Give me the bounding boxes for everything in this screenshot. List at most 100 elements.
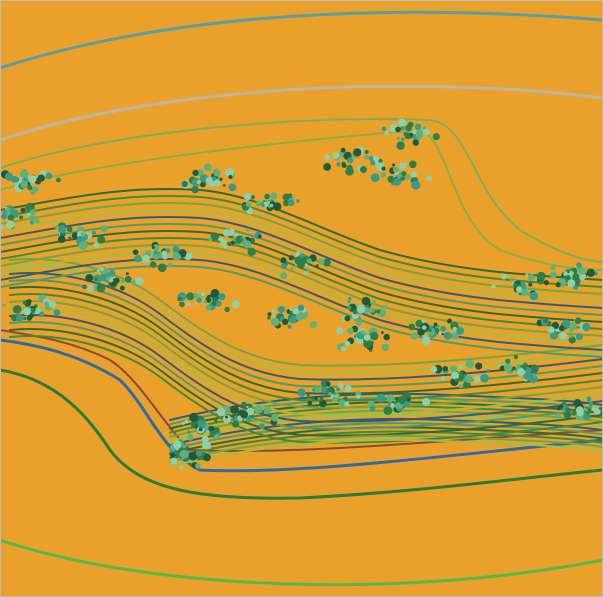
cluster: [132, 241, 193, 273]
blob: [364, 297, 370, 304]
blob: [220, 239, 227, 247]
contour: [0, 209, 603, 302]
blob: [310, 321, 318, 329]
blob: [526, 292, 531, 296]
cluster: [336, 325, 390, 352]
blob: [573, 284, 579, 290]
blob: [87, 285, 94, 292]
blob: [30, 189, 36, 195]
blob: [304, 263, 308, 267]
blob: [222, 414, 232, 424]
blob: [323, 163, 331, 171]
blob: [245, 201, 252, 208]
blob: [243, 240, 252, 249]
blob: [562, 319, 571, 328]
cluster: [1, 169, 61, 195]
cluster: [536, 317, 591, 344]
blob: [454, 378, 459, 383]
blob: [230, 405, 239, 415]
blob: [247, 247, 256, 256]
blob: [338, 399, 347, 408]
blob: [261, 203, 265, 208]
blob: [196, 180, 201, 185]
blob: [516, 286, 523, 293]
blob: [210, 289, 220, 298]
blob: [197, 419, 206, 429]
blob: [318, 258, 325, 265]
blob: [54, 225, 60, 230]
blob: [272, 313, 276, 317]
blob: [187, 434, 194, 441]
blob: [395, 126, 401, 133]
blob: [399, 162, 406, 170]
blob: [225, 168, 234, 178]
blob: [270, 201, 274, 205]
cluster: [370, 160, 433, 190]
blob: [465, 359, 475, 369]
blob: [22, 307, 32, 316]
blob: [186, 430, 191, 435]
blob: [588, 401, 594, 407]
blob: [447, 318, 452, 324]
cluster: [181, 412, 221, 443]
blob: [501, 273, 507, 280]
blob: [96, 283, 106, 293]
blob: [79, 232, 86, 238]
blob: [205, 176, 214, 184]
blob: [363, 154, 369, 160]
blob: [223, 229, 231, 237]
blob: [408, 323, 416, 331]
blob: [547, 326, 555, 334]
blob: [412, 129, 417, 135]
blob: [85, 274, 94, 282]
blob: [340, 346, 346, 352]
blob: [516, 368, 526, 377]
blob: [28, 214, 36, 222]
blob: [525, 367, 532, 374]
blob: [509, 277, 514, 282]
blob: [401, 171, 407, 177]
blob: [336, 387, 341, 392]
blob: [344, 401, 350, 407]
blob: [370, 160, 376, 166]
blob: [397, 396, 406, 405]
blob: [513, 355, 519, 360]
blob: [380, 331, 384, 334]
blob: [412, 139, 419, 146]
blob: [125, 272, 129, 276]
blob: [363, 334, 371, 341]
blob: [151, 246, 155, 249]
blob: [491, 284, 496, 289]
blob: [352, 309, 358, 315]
blob: [170, 457, 178, 465]
blob: [521, 289, 529, 296]
blob: [558, 325, 565, 332]
blob: [200, 291, 206, 297]
contour: [0, 251, 603, 344]
blob: [536, 271, 546, 281]
blob: [271, 309, 276, 314]
blob: [199, 181, 206, 188]
blob: [188, 451, 198, 461]
blob: [440, 325, 447, 332]
blob: [198, 427, 203, 432]
blob: [429, 325, 434, 330]
blob: [172, 252, 181, 261]
blob: [222, 184, 226, 187]
blob: [357, 304, 366, 314]
blob: [370, 332, 379, 341]
blob: [288, 255, 294, 261]
blob: [344, 384, 352, 393]
blob: [356, 394, 361, 399]
blob: [10, 175, 19, 183]
blob: [336, 327, 344, 335]
blob: [48, 300, 57, 308]
blob: [565, 407, 571, 413]
blob: [56, 177, 61, 183]
blob: [440, 376, 446, 381]
blob: [78, 241, 88, 251]
cluster: [241, 192, 300, 215]
blob: [20, 207, 26, 213]
blob: [520, 281, 526, 286]
blob: [44, 301, 49, 306]
